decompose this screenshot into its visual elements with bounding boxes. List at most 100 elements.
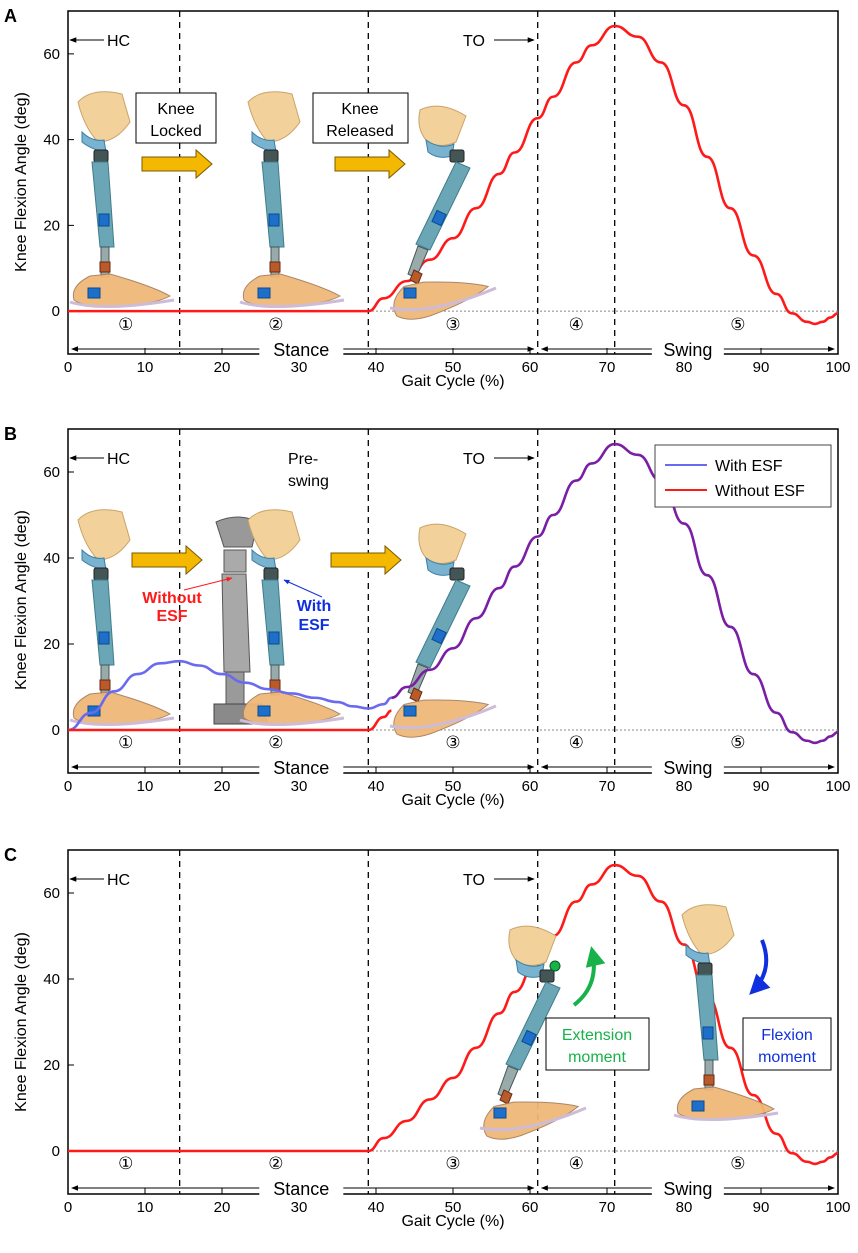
extension-moment-line1: Extension [562, 1027, 632, 1044]
yellow-arrow [131, 544, 203, 576]
stance-label: Stance [273, 340, 329, 360]
x-tick-label: 60 [522, 1199, 539, 1216]
yellow-arrow [334, 148, 406, 180]
y-tick-label: 0 [52, 303, 60, 320]
x-tick-label: 80 [676, 359, 693, 376]
extension-moment-box [545, 1017, 650, 1071]
phase-label: ① [118, 733, 133, 752]
swing-label: Swing [663, 340, 712, 360]
to-label: TO [463, 33, 485, 50]
swing-label: Swing [663, 1179, 712, 1199]
x-tick-label: 10 [137, 359, 154, 376]
x-ticks: 0 10 20 30 40 50 60 70 80 90 100 [64, 348, 851, 376]
yellow-arrow [141, 148, 213, 180]
phase-label: ③ [445, 1154, 460, 1173]
y-ticks: 0 20 40 60 [43, 46, 74, 320]
prosthesis-illustration [386, 522, 498, 746]
preswing-line2: swing [288, 473, 329, 490]
knee-released-line1: Knee [341, 101, 378, 118]
with-esf-label-line2: ESF [298, 617, 329, 634]
knee-locked-line1: Knee [157, 101, 194, 118]
series-line-combined-overlap- [391, 442, 839, 745]
x-tick-label: 20 [214, 778, 231, 795]
x-tick-label: 100 [825, 359, 850, 376]
y-tick-label: 60 [43, 46, 60, 63]
phase-label: ⑤ [730, 1154, 745, 1173]
swing-label-bg [651, 756, 724, 778]
x-tick-label: 50 [445, 778, 462, 795]
knee-released-box [312, 92, 409, 144]
phase-label: ② [268, 1154, 283, 1173]
x-axis-label: Gait Cycle (%) [401, 373, 504, 390]
phase-labels: ① ② ③ ④ ⑤ [118, 733, 745, 752]
to-label: TO [463, 872, 485, 889]
extension-moment-line2: moment [568, 1049, 626, 1066]
without-esf-pointer [183, 576, 233, 591]
y-tick-label: 20 [43, 636, 60, 653]
x-tick-label: 90 [753, 359, 770, 376]
knee-locked-box [135, 92, 217, 144]
x-tick-label: 0 [64, 1199, 72, 1216]
to-label: TO [463, 451, 485, 468]
knee-released-line2: Released [326, 123, 394, 140]
series-group [67, 442, 839, 745]
y-tick-label: 60 [43, 464, 60, 481]
phase-label: ⑤ [730, 733, 745, 752]
x-tick-label: 90 [753, 1199, 770, 1216]
phase-label: ④ [569, 1154, 584, 1173]
y-tick-label: 40 [43, 971, 60, 988]
x-tick-label: 0 [64, 359, 72, 376]
y-axis-label: Knee Flexion Angle (deg) [13, 92, 30, 272]
x-tick-label: 60 [522, 778, 539, 795]
without-esf-label-line1: Without [142, 590, 202, 607]
panel-c: C 0 10 20 30 40 50 60 70 80 90 100 0 20 40 60 HC TO E… [4, 845, 851, 1230]
panel-a: A 0 10 20 30 40 50 60 70 80 90 100 0 20 40 60 HC TO K… [4, 6, 851, 390]
y-axis-label: Knee Flexion Angle (deg) [13, 510, 30, 690]
stance-label-bg [259, 756, 344, 778]
y-ticks: 0 20 40 60 [43, 885, 74, 1160]
phase-label: ③ [445, 733, 460, 752]
x-tick-label: 100 [825, 778, 850, 795]
flexion-moment-line2: moment [758, 1049, 816, 1066]
y-tick-label: 20 [43, 217, 60, 234]
legend: With ESF Without ESF [654, 444, 832, 508]
flexion-moment-line1: Flexion [761, 1027, 813, 1044]
phase-dividers [178, 11, 616, 354]
stance-label-bg [259, 1177, 344, 1199]
stance-label: Stance [273, 1179, 329, 1199]
x-tick-label: 70 [599, 1199, 616, 1216]
phase-labels: ① ② ③ ④ ⑤ [118, 1154, 745, 1173]
x-tick-label: 0 [64, 778, 72, 795]
x-tick-label: 60 [522, 359, 539, 376]
x-axis-label: Gait Cycle (%) [401, 792, 504, 809]
phase-dividers [178, 429, 616, 773]
phase-label: ④ [569, 315, 584, 334]
x-tick-label: 90 [753, 778, 770, 795]
phase-label: ④ [569, 733, 584, 752]
legend-label-with-esf: With ESF [715, 458, 783, 475]
with-esf-label-line1: With [297, 598, 332, 615]
y-tick-label: 0 [52, 1143, 60, 1160]
series-line-knee-flexion [67, 24, 839, 326]
extension-moment-arrow [572, 946, 606, 1007]
phase-labels: ① ② ③ ④ ⑤ [118, 315, 745, 334]
phase-label: ② [268, 733, 283, 752]
x-tick-label: 50 [445, 1199, 462, 1216]
stance-swing-bar: Stance Swing [71, 1177, 835, 1199]
stance-label: Stance [273, 758, 329, 778]
phase-label: ① [118, 1154, 133, 1173]
x-tick-label: 100 [825, 1199, 850, 1216]
x-tick-label: 40 [368, 1199, 385, 1216]
legend-label-without-esf: Without ESF [715, 483, 805, 500]
flexion-moment-box [742, 1017, 832, 1071]
x-tick-label: 70 [599, 778, 616, 795]
y-tick-label: 20 [43, 1057, 60, 1074]
series-line-without-esf [68, 709, 392, 732]
x-tick-label: 70 [599, 359, 616, 376]
hc-label: HC [107, 33, 130, 50]
x-ticks: 0 10 20 30 40 50 60 70 80 90 100 [64, 767, 851, 795]
series-line-with-esf [67, 659, 392, 732]
y-tick-label: 60 [43, 885, 60, 902]
x-tick-label: 40 [368, 359, 385, 376]
phase-label: ⑤ [730, 315, 745, 334]
